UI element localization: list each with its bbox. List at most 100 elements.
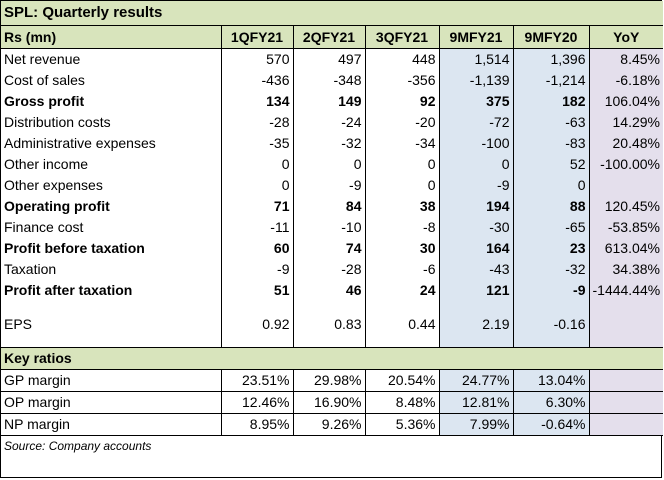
eps-value: 0.92 bbox=[220, 301, 293, 348]
row-value: 375 bbox=[438, 91, 513, 112]
row-value: 20.48% bbox=[588, 133, 663, 154]
row-value: -100.00% bbox=[588, 154, 663, 175]
table-row: Cost of sales -436 -348 -356 -1,139 -1,214 -6.… bbox=[1, 70, 663, 91]
row-value: 164 bbox=[438, 238, 513, 259]
row-value: 0 bbox=[438, 154, 513, 175]
row-value: 71 bbox=[220, 196, 293, 217]
row-value: 34.38% bbox=[588, 259, 663, 280]
row-value: -9 bbox=[220, 259, 293, 280]
row-value: -11 bbox=[220, 217, 293, 238]
row-value: 24 bbox=[364, 280, 439, 301]
eps-value: 0.83 bbox=[292, 301, 365, 348]
row-value: 0 bbox=[364, 175, 439, 196]
table-row: Distribution costs -28 -24 -20 -72 -63 14.29% bbox=[1, 112, 663, 133]
row-label: Other expenses bbox=[4, 177, 103, 193]
row-value bbox=[588, 175, 663, 196]
row-value: 46 bbox=[292, 280, 365, 301]
row-value: 134 bbox=[220, 91, 293, 112]
eps-value: 0.44 bbox=[364, 301, 439, 348]
row-value: -43 bbox=[438, 259, 513, 280]
row-value: 613.04% bbox=[588, 238, 663, 259]
header-2qfy21: 2QFY21 bbox=[292, 25, 365, 49]
row-value: -53.85% bbox=[588, 217, 663, 238]
ratio-value: 13.04% bbox=[512, 369, 589, 392]
row-value: -1,139 bbox=[438, 70, 513, 91]
row-value: 194 bbox=[438, 196, 513, 217]
key-ratios-row: Key ratios bbox=[1, 347, 663, 370]
key-ratios-heading: Key ratios bbox=[1, 347, 663, 370]
row-value: 51 bbox=[220, 280, 293, 301]
row-value: -32 bbox=[292, 133, 365, 154]
row-value: -35 bbox=[220, 133, 293, 154]
source-row: Source: Company accounts bbox=[1, 436, 663, 457]
row-value: -28 bbox=[220, 112, 293, 133]
eps-row: EPS 0.92 0.83 0.44 2.19 -0.16 bbox=[1, 301, 663, 348]
table-row: Finance cost -11 -10 -8 -30 -65 -53.85% bbox=[1, 217, 663, 238]
row-value: -65 bbox=[512, 217, 589, 238]
table-row: Gross profit 134 149 92 375 182 106.04% bbox=[1, 91, 663, 112]
ratio-row: OP margin 12.46% 16.90% 8.48% 12.81% 6.30% bbox=[1, 391, 663, 414]
row-label: Gross profit bbox=[4, 93, 85, 109]
row-value: 121 bbox=[438, 280, 513, 301]
row-value: 570 bbox=[220, 48, 293, 70]
header-1qfy21: 1QFY21 bbox=[220, 25, 293, 49]
table-row: Net revenue 570 497 448 1,514 1,396 8.45% bbox=[1, 48, 663, 70]
row-value: 149 bbox=[292, 91, 365, 112]
table-row: Other expenses 0 -9 0 -9 0 bbox=[1, 175, 663, 196]
row-value: 497 bbox=[292, 48, 365, 70]
ratio-rows: GP margin 23.51% 29.98% 20.54% 24.77% 13.04% O… bbox=[1, 369, 663, 436]
row-value: -28 bbox=[292, 259, 365, 280]
row-value: -34 bbox=[364, 133, 439, 154]
eps-value: 2.19 bbox=[438, 301, 513, 348]
ratio-yoy-empty bbox=[588, 391, 663, 414]
row-label: Net revenue bbox=[4, 51, 81, 67]
table-row: Administrative expenses -35 -32 -34 -100 -83 2… bbox=[1, 133, 663, 154]
header-9mfy21: 9MFY21 bbox=[438, 25, 513, 49]
row-value: 106.04% bbox=[588, 91, 663, 112]
row-value: -72 bbox=[438, 112, 513, 133]
row-value: 0 bbox=[364, 154, 439, 175]
row-value: 0 bbox=[220, 154, 293, 175]
ratio-value: 8.95% bbox=[220, 413, 293, 436]
row-label: Profit after taxation bbox=[4, 282, 133, 298]
row-value: -9 bbox=[292, 175, 365, 196]
ratio-label: NP margin bbox=[1, 413, 221, 436]
row-value: 60 bbox=[220, 238, 293, 259]
ratio-value: 29.98% bbox=[292, 369, 365, 392]
row-value: 448 bbox=[364, 48, 439, 70]
row-value: 14.29% bbox=[588, 112, 663, 133]
row-value: 74 bbox=[292, 238, 365, 259]
table-row: Profit after taxation 51 46 24 121 -9 -1444.44… bbox=[1, 280, 663, 301]
eps-value: -0.16 bbox=[512, 301, 589, 348]
row-value: 84 bbox=[292, 196, 365, 217]
row-value: 30 bbox=[364, 238, 439, 259]
ratio-value: -0.64% bbox=[512, 413, 589, 436]
ratio-yoy-empty bbox=[588, 369, 663, 392]
ratio-value: 7.99% bbox=[438, 413, 513, 436]
eps-value bbox=[588, 301, 663, 348]
ratio-label: OP margin bbox=[1, 391, 221, 414]
ratio-value: 12.81% bbox=[438, 391, 513, 414]
header-3qfy21: 3QFY21 bbox=[364, 25, 439, 49]
header-row: Rs (mn) 1QFY21 2QFY21 3QFY21 9MFY21 9MFY… bbox=[1, 25, 663, 49]
row-value: 23 bbox=[512, 238, 589, 259]
header-yoy: YoY bbox=[588, 25, 663, 49]
row-value: -83 bbox=[512, 133, 589, 154]
row-label: Operating profit bbox=[4, 198, 110, 214]
row-value: 38 bbox=[364, 196, 439, 217]
row-label: Finance cost bbox=[4, 219, 84, 235]
ratio-yoy-empty bbox=[588, 413, 663, 436]
row-value: -6.18% bbox=[588, 70, 663, 91]
source-note: Source: Company accounts bbox=[4, 439, 152, 453]
sheet-title: SPL: Quarterly results bbox=[1, 1, 663, 26]
table-row: Other income 0 0 0 0 52 -100.00% bbox=[1, 154, 663, 175]
row-value: -63 bbox=[512, 112, 589, 133]
ratio-value: 16.90% bbox=[292, 391, 365, 414]
ratio-row: GP margin 23.51% 29.98% 20.54% 24.77% 13.04% bbox=[1, 369, 663, 392]
ratio-value: 12.46% bbox=[220, 391, 293, 414]
ratio-label: GP margin bbox=[1, 369, 221, 392]
row-value: -100 bbox=[438, 133, 513, 154]
row-value: -436 bbox=[220, 70, 293, 91]
row-value: 1,396 bbox=[512, 48, 589, 70]
row-value: -1,214 bbox=[512, 70, 589, 91]
